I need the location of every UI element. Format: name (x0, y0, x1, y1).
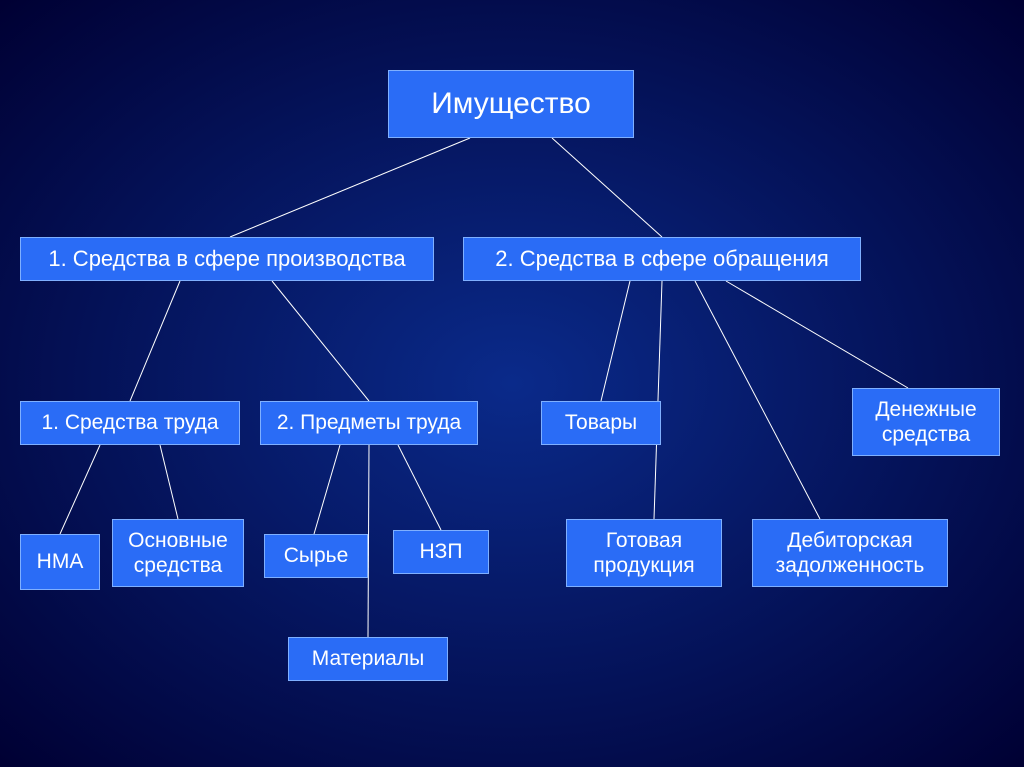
node-labor: 1. Средства труда (20, 401, 240, 445)
node-debit: Дебиторскаязадолженность (752, 519, 948, 587)
node-nma: НМА (20, 534, 100, 590)
node-prod: 1. Средства в сфере производства (20, 237, 434, 281)
edge-circ-debit (695, 281, 820, 519)
edge-circ-money (726, 281, 908, 388)
node-circ: 2. Средства в сфере обращения (463, 237, 861, 281)
edge-prod-subj (272, 281, 369, 401)
diagram-canvas: Имущество 1. Средства в сфере производств… (0, 0, 1024, 767)
edge-subj-raw (314, 445, 340, 534)
node-raw: Сырье (264, 534, 368, 578)
edge-circ-goods (601, 281, 630, 401)
node-materials: Материалы (288, 637, 448, 681)
node-root: Имущество (388, 70, 634, 138)
node-goods: Товары (541, 401, 661, 445)
node-os: Основныесредства (112, 519, 244, 587)
edge-root-prod (230, 138, 470, 237)
edge-subj-nzp (398, 445, 441, 530)
node-money: Денежныесредства (852, 388, 1000, 456)
edge-labor-os (160, 445, 178, 519)
edge-subj-materials (368, 445, 369, 637)
node-nzp: НЗП (393, 530, 489, 574)
edge-prod-labor (130, 281, 180, 401)
node-finished: Готоваяпродукция (566, 519, 722, 587)
edge-circ-finished (654, 281, 662, 519)
edge-root-circ (552, 138, 662, 237)
edge-labor-nma (60, 445, 100, 534)
node-subj: 2. Предметы труда (260, 401, 478, 445)
